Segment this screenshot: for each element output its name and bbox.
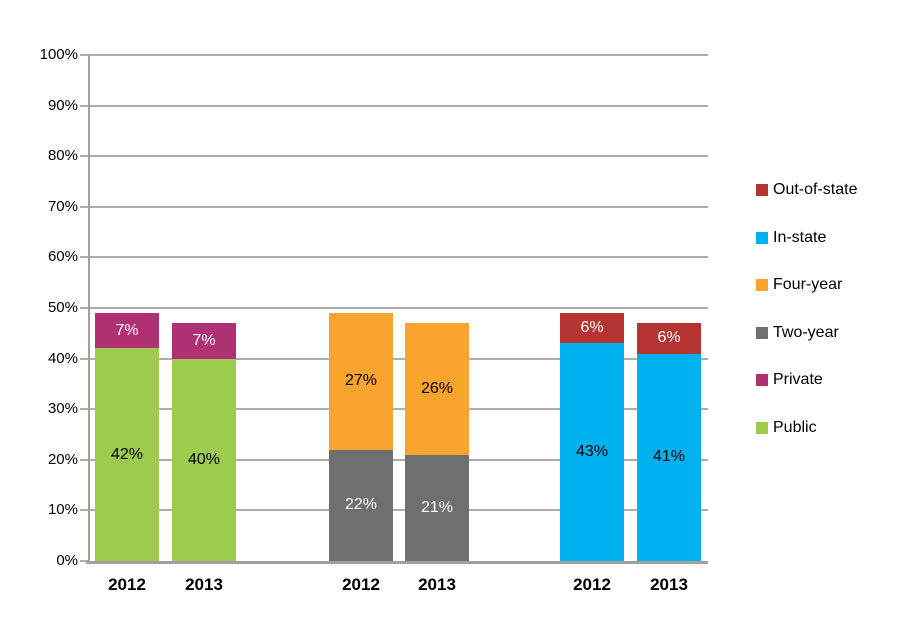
y-axis-tick-label: 40%: [47, 349, 78, 367]
legend-item-label: Out-of-state: [773, 181, 858, 198]
y-axis-tick-label: 60%: [47, 248, 78, 266]
legend-item-label: Two-year: [773, 324, 839, 341]
bar-value-label: 42%: [110, 445, 144, 463]
legend-item-private: Private: [756, 371, 823, 389]
bar-segment-four-year-2012: 27%: [329, 313, 393, 450]
bar-segment-in-state-2013: 41%: [637, 353, 701, 561]
y-axis-tick-label: 0%: [56, 552, 78, 569]
bar-value-label: 27%: [344, 372, 378, 390]
bar-segment-private-2012: 7%: [95, 313, 159, 349]
bar-value-label: 7%: [192, 331, 216, 349]
legend-item-two-year: Two-year: [756, 324, 839, 342]
x-axis-category-label: 2013: [185, 575, 223, 594]
y-axis-tick-label: 90%: [47, 96, 78, 114]
gridline: [88, 104, 708, 107]
legend-item-label: In-state: [773, 229, 827, 246]
x-axis-category-label: 2013: [650, 575, 688, 594]
legend-color-swatch-icon: [756, 232, 768, 244]
bar-value-label: 7%: [115, 321, 139, 339]
bar-segment-out-of-state-2013: 6%: [637, 323, 701, 354]
x-axis-line: [86, 561, 708, 564]
y-axis-tick-mark: [80, 560, 88, 562]
bar-value-label: 22%: [344, 496, 378, 514]
bar-value-label: 21%: [420, 498, 454, 516]
gridline: [88, 256, 708, 259]
bar-segment-public-2012: 42%: [95, 348, 159, 561]
x-axis-category-label: 2012: [573, 575, 611, 594]
gridline: [88, 307, 708, 309]
legend-color-swatch-icon: [756, 422, 768, 434]
legend-item-out-of-state: Out-of-state: [756, 181, 857, 199]
y-axis-tick-mark: [80, 509, 88, 512]
y-axis-tick-mark: [80, 458, 88, 461]
legend-color-swatch-icon: [756, 374, 768, 386]
y-axis-line: [88, 55, 90, 561]
x-axis-category-label: 2012: [342, 575, 380, 594]
y-axis-tick-mark: [80, 307, 88, 309]
legend-item-in-state: In-state: [756, 229, 826, 247]
gridline: [88, 408, 708, 411]
legend-item-public: Public: [756, 419, 817, 437]
y-axis-tick-label: 70%: [47, 197, 78, 215]
gridline: [88, 509, 708, 512]
legend-item-label: Public: [773, 419, 817, 436]
gridline: [88, 205, 708, 208]
legend-item-label: Four-year: [773, 276, 843, 293]
legend-color-swatch-icon: [756, 184, 768, 196]
y-axis-tick-mark: [80, 357, 88, 360]
gridline: [88, 54, 708, 56]
gridline: [88, 155, 708, 158]
legend-color-swatch-icon: [756, 279, 768, 291]
y-axis-tick-mark: [80, 155, 88, 158]
bar-value-label: 6%: [580, 319, 604, 337]
gridline: [88, 458, 708, 461]
bar-segment-two-year-2012: 22%: [329, 449, 393, 561]
y-axis-tick-label: 50%: [47, 299, 78, 316]
legend-item-label: Private: [773, 371, 823, 388]
bar-value-label: 41%: [652, 448, 686, 466]
y-axis-tick-label: 30%: [47, 400, 78, 418]
x-axis-category-label: 2013: [418, 575, 456, 594]
y-axis-tick-mark: [80, 205, 88, 208]
bar-segment-four-year-2013: 26%: [405, 323, 469, 455]
y-axis-tick-label: 80%: [47, 147, 78, 165]
y-axis-tick-label: 10%: [47, 501, 78, 519]
y-axis-tick-mark: [80, 104, 88, 107]
x-axis-category-label: 2012: [108, 575, 146, 594]
bar-segment-private-2013: 7%: [172, 323, 236, 359]
y-axis-tick-label: 100%: [39, 46, 78, 63]
bar-value-label: 43%: [575, 443, 609, 461]
y-axis-tick-mark: [80, 256, 88, 259]
legend-color-swatch-icon: [756, 327, 768, 339]
bar-segment-out-of-state-2012: 6%: [560, 313, 624, 344]
y-axis-tick-mark: [80, 54, 88, 56]
bar-segment-in-state-2012: 43%: [560, 343, 624, 561]
bar-segment-public-2013: 40%: [172, 358, 236, 561]
y-axis-tick-label: 20%: [47, 450, 78, 468]
bar-segment-two-year-2013: 21%: [405, 454, 469, 561]
bar-value-label: 6%: [657, 329, 681, 347]
y-axis-tick-mark: [80, 408, 88, 411]
bar-value-label: 40%: [187, 450, 221, 468]
gridline: [88, 357, 708, 360]
legend-item-four-year: Four-year: [756, 276, 842, 294]
bar-value-label: 26%: [420, 379, 454, 397]
